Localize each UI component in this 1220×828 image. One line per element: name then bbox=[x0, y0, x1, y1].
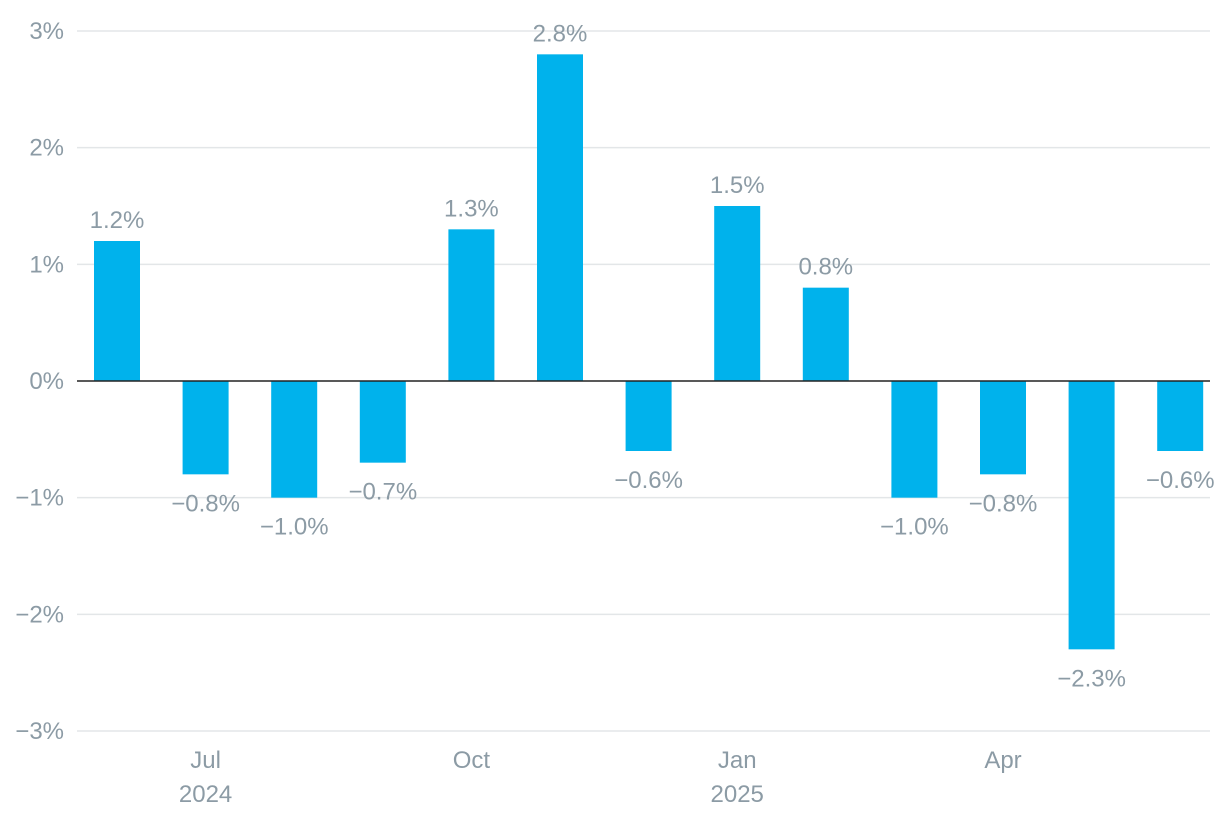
data-label: −1.0% bbox=[880, 514, 949, 541]
data-label: 1.5% bbox=[710, 172, 765, 199]
data-label: 2.8% bbox=[533, 20, 588, 47]
bar bbox=[980, 381, 1026, 475]
y-tick-label: 0% bbox=[29, 368, 64, 395]
data-labels: 1.2% −0.8% −1.0% −0.7% 1.3% 2.8% −0.6% 1.5% 0.8%… bbox=[90, 20, 1215, 692]
bar bbox=[359, 381, 406, 463]
bar bbox=[891, 381, 938, 498]
y-tick-label: −3% bbox=[15, 718, 64, 745]
x-tick-label: Apr bbox=[984, 747, 1021, 774]
bar bbox=[1068, 381, 1115, 650]
bar bbox=[448, 229, 495, 381]
bars bbox=[94, 54, 1204, 650]
data-label: −0.8% bbox=[969, 490, 1038, 517]
y-tick-label: 3% bbox=[29, 18, 64, 45]
y-tick-label: 2% bbox=[29, 135, 64, 162]
bar bbox=[271, 381, 318, 498]
data-label: 0.8% bbox=[798, 254, 853, 281]
bar bbox=[537, 54, 583, 381]
bar bbox=[625, 381, 672, 451]
bar bbox=[1157, 381, 1204, 451]
data-label: −0.6% bbox=[614, 467, 683, 494]
bar bbox=[714, 206, 761, 381]
bar bbox=[182, 381, 229, 475]
data-label: 1.3% bbox=[444, 195, 499, 222]
data-label: −1.0% bbox=[260, 514, 329, 541]
data-label: −0.8% bbox=[171, 490, 240, 517]
data-label: −2.3% bbox=[1057, 665, 1126, 692]
y-axis-tick-labels: 3% 2% 1% 0% −1% −2% −3% bbox=[15, 18, 64, 745]
x-axis-tick-labels: Jul 2024 Oct Jan 2025 Apr bbox=[179, 747, 1022, 808]
x-tick-year-label: 2024 bbox=[179, 781, 232, 808]
x-tick-year-label: 2025 bbox=[711, 781, 764, 808]
gridlines bbox=[77, 30, 1210, 732]
data-label: 1.2% bbox=[90, 207, 145, 234]
data-label: −0.7% bbox=[348, 479, 417, 506]
bar bbox=[802, 287, 849, 381]
x-tick-label: Oct bbox=[453, 747, 491, 774]
y-tick-label: 1% bbox=[29, 251, 64, 278]
bar bbox=[94, 241, 140, 381]
x-tick-label: Jan bbox=[718, 747, 757, 774]
data-label: −0.6% bbox=[1146, 467, 1215, 494]
y-tick-label: −2% bbox=[15, 601, 64, 628]
y-tick-label: −1% bbox=[15, 485, 64, 512]
x-tick-label: Jul bbox=[190, 747, 221, 774]
